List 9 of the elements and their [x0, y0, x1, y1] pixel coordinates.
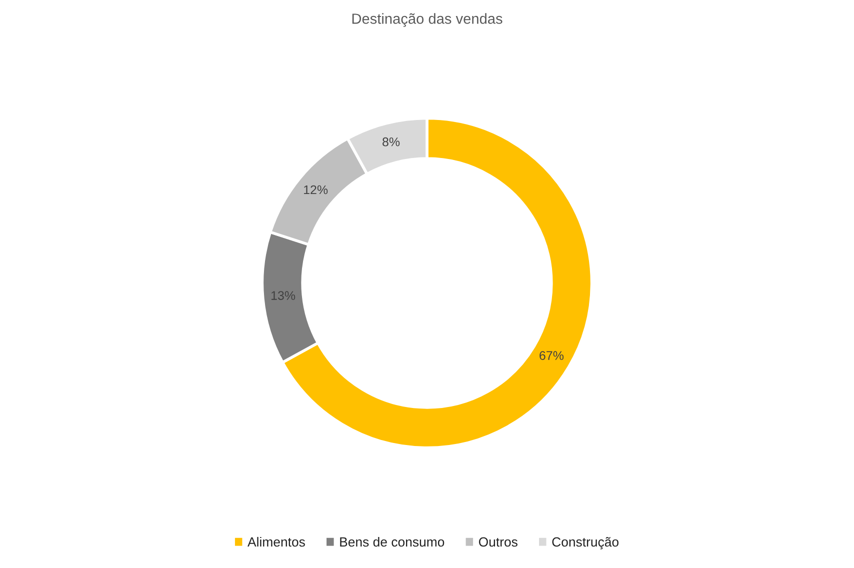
legend-label: Bens de consumo: [340, 536, 444, 547]
data-label: 13%: [271, 291, 296, 300]
legend-label: Construção: [552, 537, 618, 550]
legend-label: Outros: [478, 537, 518, 547]
data-label: 12%: [304, 185, 328, 194]
chart-title: Destinação das vendas: [352, 13, 502, 27]
legend-label: Alimentos: [248, 536, 305, 547]
data-label: 8%: [382, 137, 400, 146]
data-label: 67%: [540, 351, 564, 360]
